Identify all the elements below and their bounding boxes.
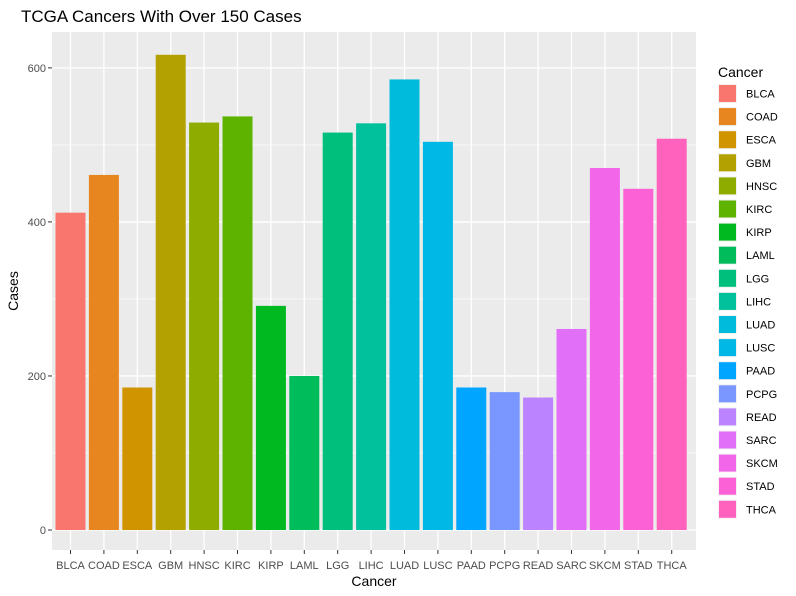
legend-label: LUAD	[746, 320, 775, 332]
legend-label: COAD	[746, 112, 778, 124]
legend-label: LAML	[746, 250, 775, 262]
legend-label: LIHC	[746, 296, 771, 308]
bar-lihc	[356, 123, 387, 530]
x-tick-label: LAML	[290, 560, 319, 572]
x-tick-label: KIRC	[224, 560, 250, 572]
x-tick-label: LUSC	[423, 560, 452, 572]
legend-swatch-paad	[719, 362, 736, 380]
x-tick-label: READ	[523, 560, 554, 572]
x-tick-label: PAAD	[457, 560, 486, 572]
x-tick-label: KIRP	[258, 560, 284, 572]
bar-thca	[656, 138, 687, 530]
x-tick-label: ESCA	[122, 560, 153, 572]
legend-label: PCPG	[746, 389, 777, 401]
bars	[55, 54, 687, 531]
x-tick-label: SARC	[556, 560, 587, 572]
legend-label: SKCM	[746, 458, 778, 470]
bar-coad	[88, 174, 119, 530]
legend-swatch-pcpg	[719, 385, 736, 403]
bar-gbm	[155, 54, 186, 531]
legend-label: HNSC	[746, 181, 777, 193]
bar-kirc	[222, 116, 253, 531]
legend-swatch-luad	[719, 316, 736, 333]
bar-hnsc	[189, 122, 220, 530]
legend-label: SARC	[746, 435, 777, 447]
legend-label: KIRP	[746, 227, 772, 239]
y-axis-title: Cases	[5, 271, 21, 311]
legend-label: READ	[746, 412, 777, 424]
legend-label: PAAD	[746, 366, 775, 378]
legend: Cancer BLCA COAD ESCA GBM HNSC KIRC KIRP LAML LG…	[718, 64, 778, 519]
bar-lusc	[422, 141, 453, 530]
legend-swatch-read	[719, 408, 736, 426]
bar-esca	[122, 387, 153, 530]
x-tick-label: LGG	[326, 560, 349, 572]
y-tick-label: 400	[28, 217, 46, 229]
legend-swatch-gbm	[719, 154, 736, 172]
bar-skcm	[589, 168, 620, 531]
legend-label: ESCA	[746, 135, 777, 147]
x-tick-label: STAD	[624, 560, 653, 572]
x-tick-label: LIHC	[359, 560, 384, 572]
legend-label: BLCA	[746, 89, 775, 101]
bar-pcpg	[489, 392, 520, 530]
x-tick-label: LUAD	[390, 560, 419, 572]
bar-stad	[623, 188, 654, 531]
y-tick-label: 200	[28, 371, 46, 383]
x-axis: BLCA COAD ESCA GBM HNSC KIRC KIRP LAML LGG LIHC LU…	[56, 550, 687, 572]
x-tick-label: GBM	[158, 560, 183, 572]
legend-swatch-skcm	[719, 454, 736, 472]
x-tick-label: PCPG	[489, 560, 520, 572]
legend-swatch-lgg	[719, 269, 736, 287]
bar-lgg	[322, 132, 353, 531]
y-axis: 0 200 400 600	[28, 63, 52, 537]
bar-blca	[55, 212, 86, 530]
legend-swatch-lihc	[719, 292, 736, 310]
x-tick-label: SKCM	[589, 560, 621, 572]
legend-swatch-esca	[719, 131, 736, 149]
legend-swatch-kirc	[719, 200, 736, 218]
legend-swatch-coad	[719, 108, 736, 126]
x-tick-label: HNSC	[189, 560, 220, 572]
x-tick-label: BLCA	[56, 560, 85, 572]
x-tick-label: THCA	[657, 560, 688, 572]
legend-swatch-thca	[719, 500, 736, 518]
legend-swatch-kirp	[719, 223, 736, 241]
legend-label: LUSC	[746, 343, 775, 355]
legend-label: STAD	[746, 481, 775, 493]
y-tick-label: 0	[40, 525, 46, 537]
legend-label: LGG	[746, 273, 769, 285]
bar-luad	[389, 79, 420, 531]
y-tick-label: 600	[28, 63, 46, 75]
bar-read	[523, 397, 554, 530]
legend-swatch-stad	[719, 477, 736, 495]
x-tick-label: COAD	[88, 560, 120, 572]
legend-swatch-lusc	[719, 339, 736, 357]
legend-title: Cancer	[718, 64, 763, 80]
chart-title: TCGA Cancers With Over 150 Cases	[21, 7, 302, 26]
legend-label: GBM	[746, 158, 771, 170]
legend-swatch-blca	[719, 85, 736, 102]
x-axis-title: Cancer	[351, 573, 396, 589]
legend-swatch-sarc	[719, 431, 736, 449]
legend-label: KIRC	[746, 204, 772, 216]
legend-swatch-hnsc	[719, 177, 736, 195]
bar-sarc	[556, 328, 587, 530]
bar-laml	[289, 375, 320, 530]
bar-paad	[456, 387, 487, 530]
legend-swatch-laml	[719, 246, 736, 264]
bar-kirp	[255, 305, 286, 530]
legend-label: THCA	[746, 504, 777, 516]
